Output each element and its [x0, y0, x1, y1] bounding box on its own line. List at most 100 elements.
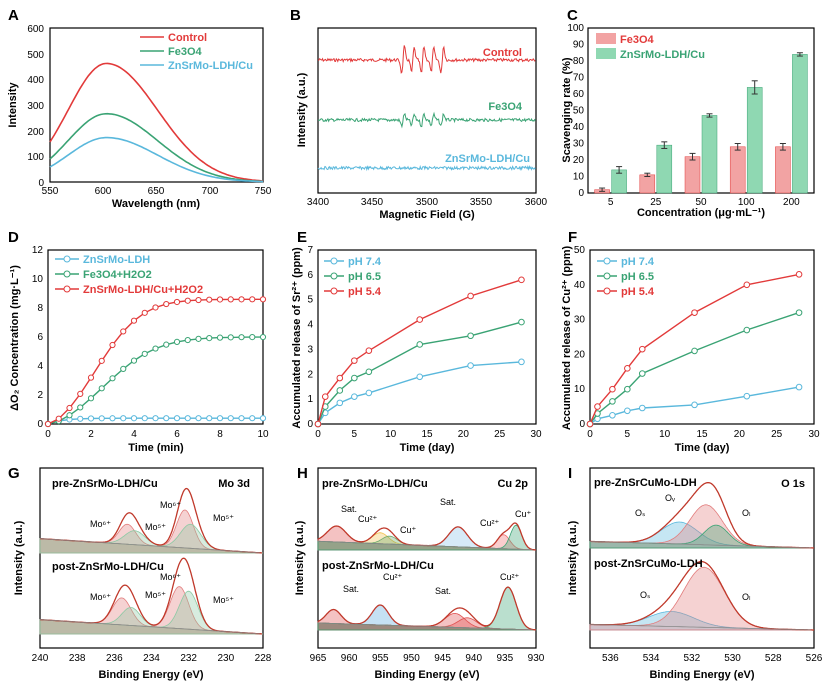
ytick-label: 5 [307, 295, 313, 306]
xtick-label: 50 [695, 197, 707, 208]
peak-label: Mo⁵⁺ [213, 595, 234, 605]
panel-g: G 240 238 236 234 232 230 228 Binding Energy (… [8, 465, 272, 681]
peak-label: Cu²⁺ [500, 572, 520, 582]
panel-f: F 0 10 20 30 40 50 0 5 10 15 20 25 30 Time (day) Ac… [561, 229, 820, 454]
panel-a: A 0 100 200 300 400 500 600 550 600 650 … [7, 7, 272, 210]
data-point [365, 347, 373, 354]
xps-component [589, 566, 814, 631]
series-e [314, 276, 525, 428]
element-label: Mo 3d [218, 478, 250, 490]
xtick-label: 25 [771, 429, 783, 440]
panel-letter-c: C [567, 7, 578, 24]
data-point [609, 412, 616, 419]
data-point [152, 304, 159, 311]
y-axis-label-e: Accumulated release of Sr²⁺ (ppm) [291, 247, 303, 429]
plot-frame-e [317, 249, 537, 425]
xps-spectra-h [317, 522, 537, 631]
xtick-label: 3600 [525, 197, 548, 208]
legend-entry: Fe3O4+H2O2 [83, 269, 152, 281]
data-point [638, 404, 646, 412]
sample-label: pre-ZnSrCuMo-LDH [594, 477, 697, 489]
series-line [317, 279, 522, 425]
plot-frame-a [49, 27, 264, 183]
legend-entry: pH 7.4 [621, 256, 655, 268]
legend-entry: ZnSrMo-LDH [83, 254, 150, 266]
ytick-label: 400 [27, 75, 44, 86]
panel-letter-f: F [568, 229, 577, 246]
legend-swatch [596, 48, 616, 59]
xtick-label: 3400 [307, 197, 330, 208]
xtick-label: 6 [174, 429, 180, 440]
data-point [77, 404, 84, 411]
ytick-label: 600 [27, 24, 44, 35]
xtick-label: 10 [659, 429, 671, 440]
sample-label: pre-ZnSrMo-LDH/Cu [322, 478, 428, 490]
peak-label: Mo⁶⁺ [90, 592, 111, 602]
data-point [238, 334, 245, 341]
xtick-label: 528 [765, 653, 782, 664]
bar [639, 174, 656, 194]
data-point [77, 415, 84, 422]
peak-label: Sat. [440, 497, 456, 507]
peak-label: Mo⁶⁺ [90, 519, 111, 529]
data-point [206, 296, 213, 303]
peak-label: Mo⁵⁺ [145, 590, 166, 600]
data-point [249, 415, 256, 422]
data-point [152, 345, 159, 352]
panel-letter-e: E [297, 229, 307, 246]
data-point [249, 296, 256, 303]
series-line [317, 361, 522, 425]
peak-labels-g: Mo⁶⁺ Mo⁵⁺ Mo⁶⁺ Mo⁵⁺ Mo⁶⁺ Mo⁵⁺ Mo⁶⁺ Mo⁵⁺ [90, 500, 234, 605]
ytick-label: 6 [307, 270, 313, 281]
legend-entry: Fe3O4 [168, 46, 203, 58]
peak-label: Mo⁵⁺ [213, 513, 234, 523]
x-axis-label-d: Time (min) [128, 442, 184, 454]
data-point [130, 357, 138, 364]
data-point [98, 357, 105, 364]
ytick-label: 12 [32, 245, 44, 256]
data-point [609, 385, 616, 393]
peak-label: Cu²⁺ [358, 514, 378, 524]
xtick-label: 750 [255, 186, 272, 197]
data-point [227, 334, 234, 341]
xtick-label: 8 [217, 429, 223, 440]
series-line-control [49, 62, 264, 182]
series-line-fe3o4 [49, 112, 264, 183]
data-point [336, 399, 344, 407]
legend-swatch [596, 33, 616, 44]
data-point [141, 415, 148, 422]
xtick-label: 238 [69, 653, 86, 664]
data-point [795, 309, 803, 316]
xtick-label: 955 [372, 653, 389, 664]
ytick-label: 30 [573, 139, 585, 150]
ytick-label: 3 [307, 344, 313, 355]
xps-baseline [317, 622, 533, 631]
data-point [624, 385, 631, 393]
data-point [163, 415, 170, 422]
panel-letter-h: H [297, 465, 308, 482]
legend-a: Control Fe3O4 ZnSrMo-LDH/Cu [140, 32, 253, 72]
panel-c: C 0 10 20 30 40 50 60 70 80 90 100 5 25 50 100 200 Con… [561, 7, 815, 219]
xtick-label: 960 [341, 653, 358, 664]
xtick-label: 20 [458, 429, 470, 440]
ytick-label: 500 [27, 50, 44, 61]
peak-label: Sat. [341, 504, 357, 514]
xtick-label: 5 [625, 429, 631, 440]
panel-b: B 3400 3450 3500 3550 3600 Magnetic Fiel… [290, 7, 548, 221]
xtick-label: 945 [434, 653, 451, 664]
xtick-label: 532 [683, 653, 700, 664]
xticks-d: 0 2 4 6 8 10 [45, 429, 269, 440]
xps-spectra-g [39, 487, 264, 635]
data-point [227, 415, 234, 422]
element-label: O 1s [781, 478, 805, 490]
data-point [216, 334, 224, 341]
xps-baseline [589, 541, 811, 549]
ytick-label: 2 [37, 390, 43, 401]
x-axis-label-e: Time (day) [400, 442, 455, 454]
data-point [184, 336, 191, 344]
xps-spectra-i [589, 481, 814, 631]
x-axis-label-b: Magnetic Field (G) [379, 209, 475, 221]
data-point [184, 415, 191, 422]
panel-h: H 965 960 955 950 945 940 935 930 Binding Energ… [294, 465, 545, 681]
